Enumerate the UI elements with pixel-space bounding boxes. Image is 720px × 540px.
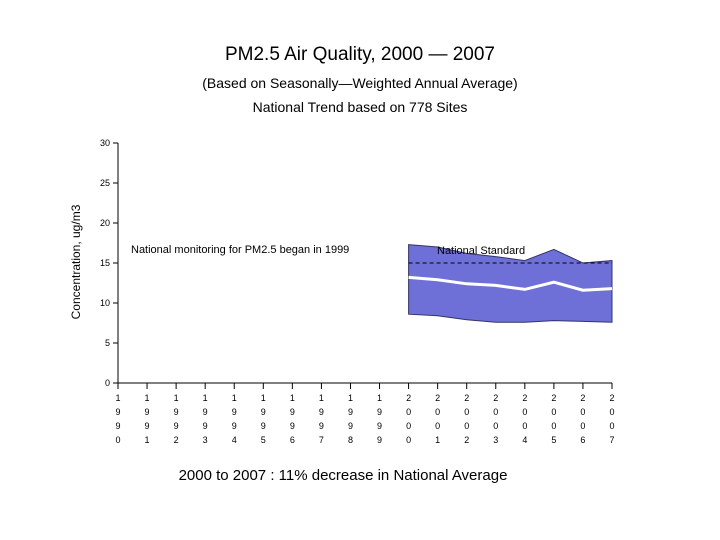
x-tick-label: 0 xyxy=(609,407,614,417)
x-tick-label: 1 xyxy=(145,435,150,445)
x-tick-label: 0 xyxy=(580,421,585,431)
x-tick-label: 9 xyxy=(145,421,150,431)
x-tick-label: 1 xyxy=(377,393,382,403)
x-tick-label: 9 xyxy=(115,421,120,431)
y-tick-label: 10 xyxy=(100,298,110,308)
x-tick-label: 9 xyxy=(348,407,353,417)
x-tick-label: 0 xyxy=(464,407,469,417)
x-tick-label: 0 xyxy=(551,421,556,431)
x-tick-label: 9 xyxy=(203,421,208,431)
x-tick-label: 1 xyxy=(115,393,120,403)
x-tick-label: 9 xyxy=(290,421,295,431)
y-tick-label: 15 xyxy=(100,258,110,268)
x-tick-label: 9 xyxy=(145,407,150,417)
x-tick-label: 0 xyxy=(609,421,614,431)
x-tick-label: 0 xyxy=(406,421,411,431)
x-tick-label: 4 xyxy=(232,435,237,445)
x-tick-label: 1 xyxy=(348,393,353,403)
chart-subtitle-2: National Trend based on 778 Sites xyxy=(252,99,468,115)
x-tick-label: 2 xyxy=(522,393,527,403)
chart-subtitle: (Based on Seasonally—Weighted Annual Ave… xyxy=(202,75,518,91)
x-tick-label: 9 xyxy=(377,407,382,417)
x-tick-label: 9 xyxy=(348,421,353,431)
x-tick-label: 0 xyxy=(493,421,498,431)
x-tick-label: 5 xyxy=(551,435,556,445)
x-tick-label: 3 xyxy=(493,435,498,445)
x-tick-label: 6 xyxy=(580,435,585,445)
x-tick-label: 7 xyxy=(609,435,614,445)
x-tick-label: 1 xyxy=(203,393,208,403)
x-tick-label: 9 xyxy=(377,421,382,431)
x-tick-label: 9 xyxy=(319,407,324,417)
x-tick-label: 0 xyxy=(580,407,585,417)
chart-title: PM2.5 Air Quality, 2000 — 2007 xyxy=(224,44,496,65)
x-tick-label: 0 xyxy=(493,407,498,417)
x-tick-label: 6 xyxy=(290,435,295,445)
x-tick-label: 1 xyxy=(290,393,295,403)
x-tick-label: 2 xyxy=(435,393,440,403)
x-tick-label: 9 xyxy=(377,435,382,445)
x-tick-label: 5 xyxy=(261,435,266,445)
x-tick-label: 9 xyxy=(203,407,208,417)
x-tick-label: 9 xyxy=(115,407,120,417)
national-standard-label: National Standard xyxy=(437,245,525,257)
x-tick-label: 8 xyxy=(348,435,353,445)
y-tick-label: 20 xyxy=(100,218,110,228)
x-tick-label: 9 xyxy=(319,421,324,431)
x-tick-label: 9 xyxy=(232,421,237,431)
x-tick-label: 3 xyxy=(203,435,208,445)
x-tick-label: 0 xyxy=(435,407,440,417)
x-tick-label: 9 xyxy=(261,407,266,417)
national-average-line xyxy=(408,275,613,292)
x-tick-label: 0 xyxy=(522,407,527,417)
y-tick-label: 30 xyxy=(100,138,110,148)
x-tick-label: 0 xyxy=(406,407,411,417)
x-tick-label: 1 xyxy=(145,393,150,403)
x-tick-label: 0 xyxy=(551,407,556,417)
x-tick-label: 9 xyxy=(261,421,266,431)
x-tick-label: 9 xyxy=(174,407,179,417)
x-tick-label: 0 xyxy=(464,421,469,431)
x-tick-label: 0 xyxy=(435,421,440,431)
x-tick-label: 7 xyxy=(319,435,324,445)
y-tick-label: 0 xyxy=(105,378,110,388)
x-tick-label: 1 xyxy=(435,435,440,445)
x-tick-label: 2 xyxy=(580,393,585,403)
monitoring-start-annotation: National monitoring for PM2.5 began in 1… xyxy=(131,244,349,256)
x-tick-label: 2 xyxy=(609,393,614,403)
x-tick-label: 2 xyxy=(493,393,498,403)
x-tick-label: 1 xyxy=(174,393,179,403)
concentration-range-band xyxy=(408,244,613,323)
x-tick-label: 2 xyxy=(464,393,469,403)
y-tick-label: 25 xyxy=(100,178,110,188)
x-tick-label: 0 xyxy=(406,435,411,445)
x-tick-label: 1 xyxy=(261,393,266,403)
x-tick-label: 2 xyxy=(174,435,179,445)
x-tick-label: 1 xyxy=(319,393,324,403)
chart-footer-note: 2000 to 2007 : 11% decrease in National … xyxy=(178,467,508,484)
x-tick-label: 2 xyxy=(464,435,469,445)
x-tick-label: 4 xyxy=(522,435,527,445)
x-tick-label: 9 xyxy=(232,407,237,417)
y-tick-label: 5 xyxy=(105,338,110,348)
x-tick-label: 0 xyxy=(115,435,120,445)
x-tick-label: 1 xyxy=(232,393,237,403)
x-tick-label: 2 xyxy=(406,393,411,403)
x-tick-label: 9 xyxy=(290,407,295,417)
x-tick-label: 2 xyxy=(551,393,556,403)
x-tick-label: 9 xyxy=(174,421,179,431)
x-tick-label: 0 xyxy=(522,421,527,431)
